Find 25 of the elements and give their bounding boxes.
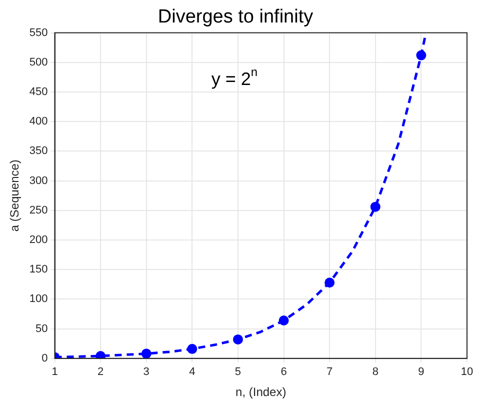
- y-tick-label: 400: [29, 116, 48, 128]
- y-tick-label: 150: [29, 264, 48, 276]
- chart-title: Diverges to infinity: [158, 6, 314, 28]
- x-tick-label: 1: [52, 366, 58, 378]
- y-axis-title: a (Sequence): [8, 160, 22, 232]
- y-tick-label: 550: [29, 26, 48, 39]
- y-tick-label: 200: [29, 234, 48, 246]
- x-tick-label: 4: [189, 366, 196, 378]
- y-tick-label: 0: [42, 352, 48, 364]
- x-axis-title: n, (Index): [236, 385, 286, 400]
- y-tick-label: 350: [29, 145, 48, 158]
- x-tick-label: 5: [234, 366, 242, 378]
- x-tick-label: 7: [326, 366, 333, 378]
- y-tick-label: 100: [29, 293, 48, 306]
- x-tick-label: 9: [418, 366, 424, 378]
- x-tick-label: 8: [372, 366, 378, 378]
- y-tick-label: 500: [29, 56, 48, 68]
- y-tick-label: 250: [29, 204, 48, 216]
- x-tick-label: 6: [280, 366, 287, 378]
- y-tick-label: 50: [36, 322, 48, 335]
- y-tick-label: 450: [29, 86, 48, 98]
- x-tick-label: 2: [97, 366, 104, 378]
- x-tick-label: 10: [460, 366, 474, 378]
- y-tick-label: 300: [29, 174, 48, 187]
- x-tick-label: 3: [143, 366, 150, 378]
